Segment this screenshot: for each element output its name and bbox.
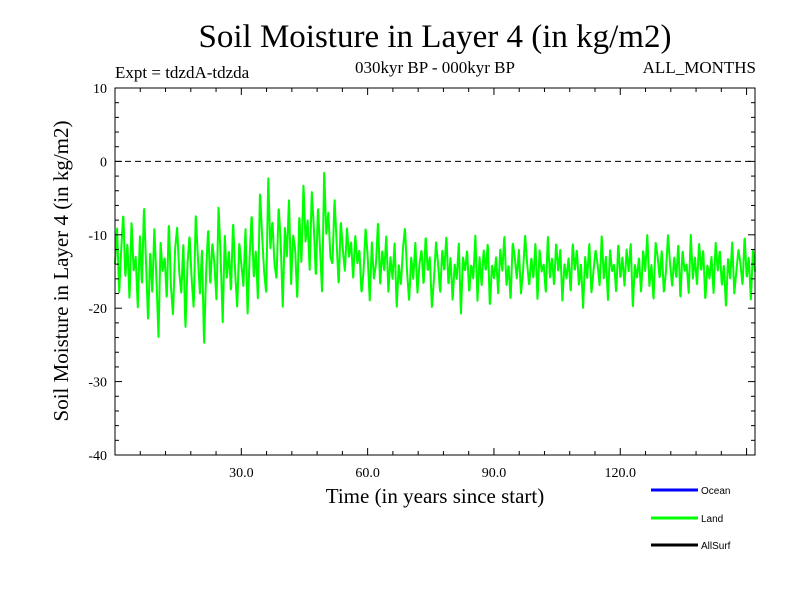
y-tick-label: 0	[100, 155, 107, 170]
x-axis-label: Time (in years since start)	[326, 484, 545, 508]
months-label: ALL_MONTHS	[643, 58, 756, 77]
y-tick-label: -10	[88, 229, 107, 244]
x-tick-label: 90.0	[482, 466, 507, 481]
y-tick-label: -40	[88, 449, 107, 464]
chart-title: Soil Moisture in Layer 4 (in kg/m2)	[199, 19, 672, 55]
legend-allsurf-label: AllSurf	[701, 541, 731, 552]
y-tick-label: -20	[88, 302, 107, 317]
period-label: 030kyr BP - 000kyr BP	[355, 58, 515, 77]
legend-ocean-label: Ocean	[701, 486, 730, 497]
y-axis-label: Soil Moisture in Layer 4 (in kg/m2)	[49, 121, 73, 422]
experiment-label: Expt = tdzdA-tdzda	[115, 63, 250, 82]
y-tick-label: -30	[88, 376, 107, 391]
y-tick-label: 10	[93, 82, 107, 97]
x-tick-label: 60.0	[355, 466, 380, 481]
plot-frame	[114, 87, 756, 456]
plot-area: -40 -30 -20 -10 0 10 30.0 60.0 90.0 120.0	[88, 82, 756, 481]
legend-land-label: Land	[701, 514, 723, 525]
series-line-land	[114, 171, 756, 344]
legend: Ocean Land AllSurf	[651, 486, 731, 552]
x-tick-label: 30.0	[229, 466, 254, 481]
x-tick-label: 120.0	[605, 466, 637, 481]
